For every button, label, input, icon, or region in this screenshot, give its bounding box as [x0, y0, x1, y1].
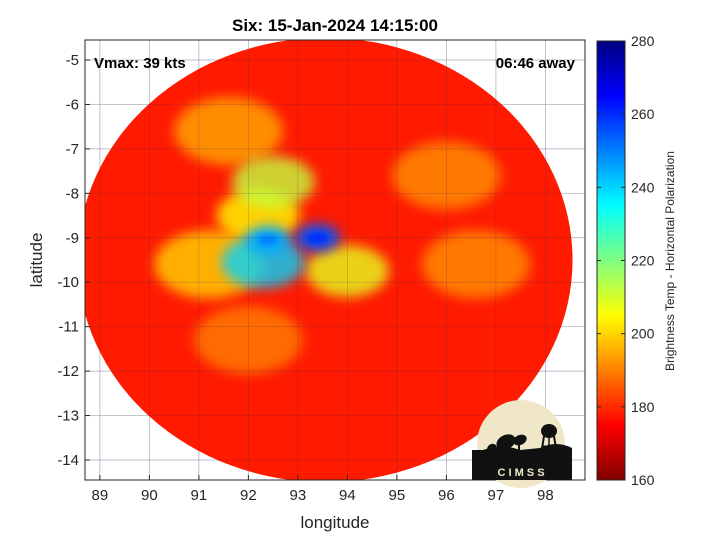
- chart-title: Six: 15-Jan-2024 14:15:00: [232, 16, 438, 35]
- colorbar-tick-label: 240: [631, 179, 655, 195]
- cimss-logo: C I M S S: [472, 400, 572, 488]
- time-away-annotation: 06:46 away: [496, 55, 576, 72]
- y-tick-label: -7: [66, 141, 79, 158]
- y-tick-label: -12: [57, 363, 79, 380]
- colorbar-tick-label: 200: [631, 326, 655, 342]
- x-tick-label: 96: [438, 487, 455, 504]
- water-tower-icon: [540, 424, 558, 456]
- y-tick-label: -5: [66, 52, 79, 69]
- y-tick-label: -14: [57, 452, 79, 469]
- colorbar-tick-label: 220: [631, 253, 655, 269]
- y-tick-label: -11: [58, 319, 79, 336]
- tb-feature-southeast-band: [305, 245, 389, 298]
- plot-frame: [84, 39, 586, 481]
- tb-feature-east-cells: [421, 230, 531, 299]
- x-axis-ticks: 89 90 91 92 93 94 95 96 97 98: [92, 475, 554, 504]
- x-tick-label: 98: [537, 487, 554, 504]
- vmax-annotation: Vmax: 39 kts: [94, 55, 186, 72]
- tb-feature-south-band: [193, 306, 303, 374]
- y-axis-title: latitude: [27, 233, 46, 288]
- tb-feature-nw-cells: [174, 97, 283, 166]
- y-tick-label: -8: [66, 185, 79, 202]
- colorbar-ticks: 280 260 240 220 200 180 160: [597, 33, 655, 488]
- x-tick-label: 97: [488, 487, 505, 504]
- tb-core-core: [307, 232, 328, 243]
- y-tick-label: -13: [57, 408, 79, 425]
- colorbar: 280 260 240 220 200 180 160 Brightness Temp - …: [596, 33, 677, 488]
- tb-feature-northeast-cells: [391, 141, 501, 210]
- logo-wordmark: C I M S S: [497, 467, 544, 479]
- satellite-dish-icon: [487, 434, 527, 453]
- tb-core-core-west: [258, 235, 279, 245]
- colorbar-tick-label: 180: [631, 399, 655, 415]
- y-tick-label: -6: [66, 96, 79, 113]
- y-tick-label: -9: [66, 230, 79, 247]
- x-tick-label: 89: [92, 487, 109, 504]
- colorbar-gradient: [596, 40, 626, 481]
- grid-overlay: [85, 40, 585, 480]
- colorbar-title: Brightness Temp - Horizontal Polarizatio…: [663, 151, 677, 371]
- colorbar-tick-label: 280: [631, 33, 655, 49]
- tb-feature-northern-band: [231, 156, 315, 209]
- x-tick-label: 94: [339, 487, 356, 504]
- y-axis-ticks: -5 -6 -7 -8 -9 -10 -11 -12 -13 -14: [57, 52, 90, 469]
- x-tick-label: 91: [191, 487, 208, 504]
- colorbar-tick-label: 160: [631, 472, 655, 488]
- logo-ground: [472, 450, 572, 480]
- x-tick-label: 95: [389, 487, 406, 504]
- brightness-temp-swath: [85, 40, 573, 480]
- y-tick-label: -10: [57, 274, 79, 291]
- colorbar-tick-label: 260: [631, 106, 655, 122]
- x-tick-label: 92: [240, 487, 257, 504]
- x-tick-label: 93: [290, 487, 307, 504]
- x-axis-title: longitude: [300, 513, 369, 532]
- x-tick-label: 90: [141, 487, 158, 504]
